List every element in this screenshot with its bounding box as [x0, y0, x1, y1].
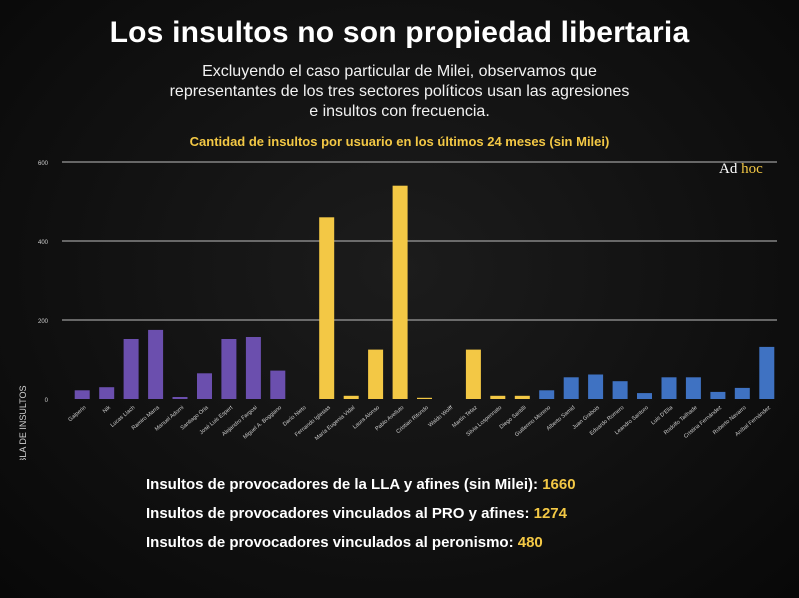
- bar: [74, 390, 90, 399]
- total-pro-value: 1274: [533, 505, 567, 522]
- y-tick-label: 400: [38, 240, 49, 246]
- y-tick-labels: 0 200 400 600: [38, 161, 49, 404]
- y-tick-label: 600: [38, 161, 49, 167]
- bar: [197, 373, 212, 399]
- bar: [490, 395, 506, 399]
- bars: [74, 185, 775, 399]
- bar: [270, 370, 286, 399]
- bar: [710, 391, 726, 399]
- chart-title: Cantidad de insultos por usuario en los …: [189, 134, 610, 149]
- bar: [465, 349, 481, 399]
- subtitle-line-1: Excluyendo el caso particular de Milei, …: [202, 63, 597, 80]
- x-tick-label: Galperin: [67, 405, 87, 423]
- bar: [661, 377, 677, 399]
- total-pro-label: Insultos de provocadores vinculados al P…: [146, 505, 534, 522]
- bar: [172, 397, 188, 399]
- page-title: Los insultos no son propiedad libertaria: [109, 16, 690, 49]
- total-peronismo: Insultos de provocadores vinculados al p…: [146, 528, 576, 557]
- bar-chart: 0 200 400 600 TABLA DE INSULTOS Galperin Nik…: [18, 161, 777, 460]
- bar: [99, 387, 115, 399]
- bar: [392, 185, 408, 399]
- bar: [368, 349, 384, 399]
- total-lla-value: 1660: [542, 476, 576, 493]
- bar: [637, 393, 652, 399]
- bar: [612, 381, 628, 399]
- total-lla-label: Insultos de provocadores de la LLA y afi…: [146, 476, 543, 493]
- bar: [319, 217, 335, 399]
- total-peronismo-value: 480: [517, 534, 543, 551]
- bar: [734, 387, 750, 399]
- x-tick-label: Nik: [102, 405, 112, 415]
- bar: [245, 337, 261, 399]
- y-axis-label: TABLA DE INSULTOS: [18, 385, 28, 460]
- bar: [514, 395, 530, 399]
- bar: [221, 339, 237, 399]
- adhoc-logo: Ad hoc: [719, 161, 763, 178]
- y-tick-label: 0: [45, 398, 49, 404]
- total-pro: Insultos de provocadores vinculados al P…: [146, 499, 576, 528]
- bar: [123, 339, 139, 399]
- bar: [148, 329, 164, 399]
- bar: [759, 346, 775, 399]
- bar: [539, 390, 555, 399]
- y-tick-label: 200: [38, 319, 49, 325]
- bar: [685, 377, 701, 399]
- subtitle: Excluyendo el caso particular de Milei, …: [0, 62, 799, 122]
- bar: [343, 395, 359, 399]
- bar: [588, 374, 604, 399]
- logo-hoc: hoc: [741, 161, 763, 177]
- total-peronismo-label: Insultos de provocadores vinculados al p…: [146, 534, 518, 551]
- x-tick-label: Luis D'Elia: [650, 404, 675, 426]
- subtitle-line-3: e insultos con frecuencia.: [309, 103, 490, 120]
- logo-ad: Ad: [719, 161, 738, 177]
- subtitle-line-2: representantes de los tres sectores polí…: [169, 83, 630, 100]
- bar: [417, 397, 432, 399]
- gridlines: [62, 161, 777, 321]
- totals-summary: Insultos de provocadores de la LLA y afi…: [146, 470, 576, 557]
- bar: [563, 377, 579, 399]
- total-lla: Insultos de provocadores de la LLA y afi…: [146, 470, 576, 499]
